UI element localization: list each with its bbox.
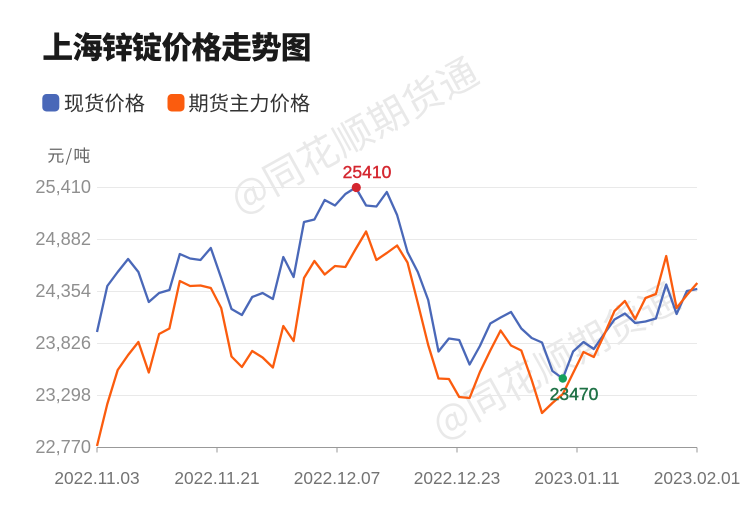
svg-text:23470: 23470	[550, 384, 599, 404]
svg-text:2023.02.01: 2023.02.01	[654, 468, 741, 488]
svg-text:2022.11.21: 2022.11.21	[174, 468, 259, 488]
svg-text:23,826: 23,826	[35, 333, 91, 353]
svg-text:24,354: 24,354	[35, 281, 91, 301]
svg-text:24,882: 24,882	[35, 229, 91, 249]
svg-text:2023.01.11: 2023.01.11	[534, 468, 619, 488]
svg-text:2022.11.03: 2022.11.03	[54, 468, 139, 488]
svg-text:2022.12.23: 2022.12.23	[414, 468, 501, 488]
svg-text:25410: 25410	[343, 162, 392, 182]
svg-text:23,298: 23,298	[35, 385, 91, 405]
svg-text:25,410: 25,410	[35, 177, 91, 197]
svg-text:2022.12.07: 2022.12.07	[294, 468, 381, 488]
svg-text:22,770: 22,770	[35, 437, 91, 457]
